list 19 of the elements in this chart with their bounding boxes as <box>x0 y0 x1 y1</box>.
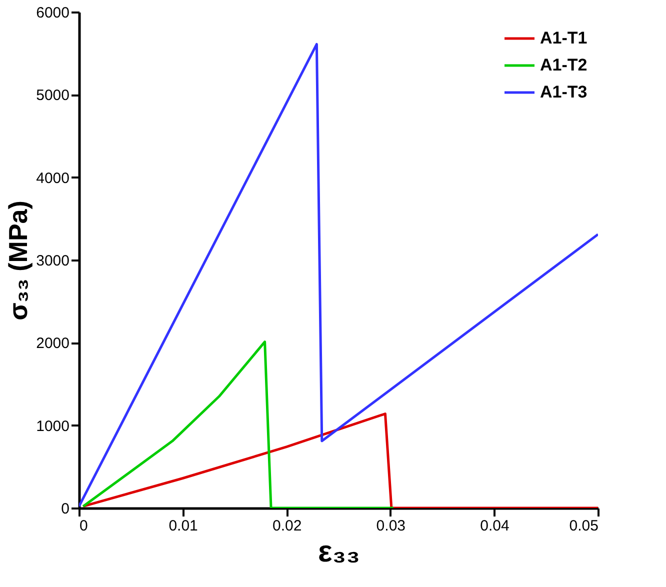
x-tick-label: 0.03 <box>376 518 406 534</box>
y-tick-label: 6000 <box>36 4 70 22</box>
line-series <box>82 340 395 508</box>
legend-label: A1-T3 <box>540 82 588 102</box>
y-tick-label: 2000 <box>36 335 70 352</box>
legend-label: A1-T1 <box>540 28 588 48</box>
x-axis-title: ε₃₃ <box>318 536 360 568</box>
y-tick-label: 4000 <box>36 170 70 187</box>
x-tick-label: 0 <box>80 518 88 534</box>
x-tick-label: 0.01 <box>168 518 198 534</box>
y-tick-label: 5000 <box>36 87 70 104</box>
y-axis-title: σ₃₃ (MPa) <box>3 200 34 320</box>
x-tick-label: 0.05 <box>569 518 598 534</box>
y-tick-label: 3000 <box>36 252 70 270</box>
y-tick-label: 1000 <box>36 418 70 435</box>
x-tick-label: 0.04 <box>480 518 510 534</box>
legend-label: A1-T2 <box>540 56 588 74</box>
x-tick-label: 0.02 <box>272 518 302 534</box>
y-tick-label: 0 <box>61 500 70 518</box>
